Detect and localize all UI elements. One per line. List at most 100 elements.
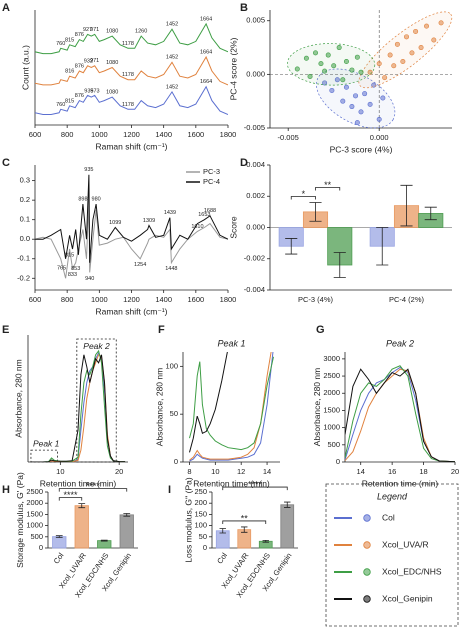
point	[403, 34, 409, 40]
point	[400, 58, 406, 64]
x-tick-label: 1000	[91, 295, 108, 304]
significance-label: **	[324, 180, 332, 190]
x-tick-label: 1000	[91, 130, 108, 139]
legend-title: Legend	[377, 491, 408, 501]
peak-label: 1099	[109, 220, 121, 226]
point	[367, 101, 373, 107]
x-tick-label: 18	[419, 467, 427, 476]
error-bar	[219, 528, 226, 534]
y-tick-label: -0.1	[17, 254, 30, 263]
point	[424, 23, 430, 29]
peak-label: 1452	[166, 22, 178, 28]
peak-label: 1178	[122, 72, 134, 78]
y-tick-label: 1500	[26, 509, 43, 518]
y-axis-label: Absorbance, 280 nm	[13, 359, 23, 437]
error-bar	[376, 227, 389, 266]
point	[329, 87, 335, 93]
peak-label: 1080	[106, 29, 118, 35]
legend-label: Xcol_Genipin	[382, 593, 433, 603]
series-line	[35, 174, 228, 263]
legend-label: Col	[382, 512, 395, 522]
panel-letter: D	[240, 157, 248, 169]
x-tick-label: 800	[61, 295, 74, 304]
x-axis-label: PC-3 score (4%)	[330, 144, 393, 154]
y-tick-label: 50	[199, 532, 207, 541]
point	[431, 37, 437, 43]
y-tick-label: 1000	[26, 521, 43, 530]
peak-label: 816	[65, 69, 74, 75]
point	[349, 104, 355, 110]
x-tick-label: 10	[56, 467, 64, 476]
x-tick-label: PC-3 (4%)	[298, 295, 334, 304]
peak-label: 932	[84, 59, 93, 65]
x-tick-label: 20	[451, 467, 459, 476]
y-tick-label: -0.005	[244, 123, 265, 132]
y-axis-label: Count (a.u.)	[20, 45, 30, 90]
point	[303, 55, 309, 61]
peak-label: 980	[92, 197, 101, 203]
point	[340, 77, 346, 83]
panel-letter: H	[2, 484, 10, 496]
significance-label: ****	[63, 490, 78, 500]
x-tick-label: 1800	[220, 130, 237, 139]
y-tick-label: -0.002	[244, 254, 265, 263]
panel-letter: C	[2, 157, 10, 169]
panel-letter: A	[2, 2, 10, 14]
y-tick-label: 2500	[26, 487, 43, 496]
series-line	[30, 354, 126, 462]
point	[325, 52, 331, 58]
peak-label: 1448	[165, 266, 177, 272]
x-tick-label: 10	[211, 467, 219, 476]
y-tick-label: 500	[30, 532, 43, 541]
x-tick-label: PC-4 (2%)	[389, 295, 425, 304]
point	[413, 28, 419, 34]
zoom-label: Peak 2	[83, 341, 110, 351]
y-tick-label: 0.2	[20, 195, 30, 204]
peak-label: 853	[71, 266, 80, 272]
error-bar	[100, 539, 108, 542]
y-tick-label: 0.000	[246, 69, 265, 78]
legend-swatch-point	[363, 595, 371, 603]
point	[358, 109, 364, 115]
point	[340, 98, 346, 104]
x-tick-label: Col	[215, 551, 229, 566]
x-tick-label: 1600	[187, 130, 204, 139]
y-axis-label: PC-4 score (2%)	[228, 37, 238, 100]
x-tick-label: 600	[29, 295, 42, 304]
significance-bracket	[58, 497, 83, 501]
x-tick-label: -0.005	[278, 133, 299, 142]
series-line	[345, 368, 455, 462]
significance-bracket	[222, 520, 267, 524]
y-axis-label: Absorbance, 280 nm	[154, 368, 164, 446]
legend-label: Xcol_EDC/NHS	[382, 566, 442, 576]
y-tick-label: 0.002	[246, 191, 265, 200]
peak-label: 1080	[106, 60, 118, 66]
point	[380, 95, 386, 101]
point	[354, 54, 360, 60]
x-tick-label: 1400	[155, 130, 172, 139]
error-bar	[78, 503, 86, 509]
x-tick-label: 1200	[123, 130, 140, 139]
y-tick-label: -0.004	[244, 285, 265, 294]
peak-label: 1439	[164, 210, 176, 216]
y-tick-label: 2500	[323, 371, 340, 380]
zoom-box	[30, 449, 58, 463]
y-tick-label: 2000	[26, 498, 43, 507]
significance-label: ****	[86, 481, 101, 491]
series-line	[189, 352, 228, 453]
x-tick-label: 14	[357, 467, 365, 476]
significance-label: *	[302, 189, 306, 199]
peak-label: 765	[57, 265, 66, 271]
zoom-box	[76, 338, 117, 463]
point	[418, 45, 424, 51]
y-tick-label: 0.3	[20, 176, 30, 185]
series-line	[35, 200, 228, 279]
x-tick-label: 0.000	[370, 133, 389, 142]
point	[376, 61, 382, 67]
y-tick-label: 100	[194, 521, 207, 530]
y-tick-label: 0.004	[246, 160, 265, 169]
x-tick-label: Col	[52, 551, 66, 566]
point	[391, 63, 397, 69]
y-tick-label: 100	[165, 361, 178, 370]
y-axis-label: Loss modulus, G'' (Pa)	[183, 477, 193, 563]
